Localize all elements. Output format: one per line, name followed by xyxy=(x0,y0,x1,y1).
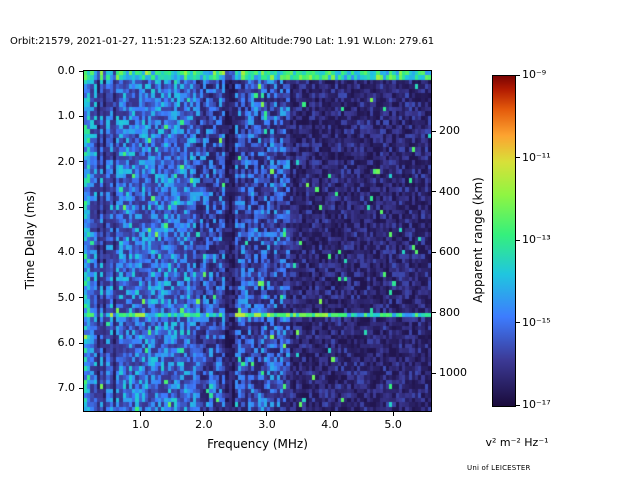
y2-tick-label: 1000 xyxy=(439,366,467,380)
y-tick-label: 5.0 xyxy=(57,290,76,304)
y-tick xyxy=(79,297,83,299)
y2-tick xyxy=(432,191,436,193)
colorbar-tick-label: 10⁻¹⁵ xyxy=(522,315,551,329)
y-tick-label: 7.0 xyxy=(57,381,76,395)
colorbar xyxy=(492,75,516,407)
y-tick xyxy=(79,161,83,163)
x-tick-label: 2.0 xyxy=(195,418,213,431)
y-tick xyxy=(79,115,83,117)
x-tick-label: 3.0 xyxy=(258,418,276,431)
x-tick xyxy=(266,412,268,416)
colorbar-tick xyxy=(516,74,520,76)
y2-tick xyxy=(432,372,436,374)
colorbar-tick-label: 10⁻¹⁷ xyxy=(522,398,551,411)
y2-tick-label: 400 xyxy=(439,184,460,198)
plot-title: Orbit:21579, 2021-01-27, 11:51:23 SZA:13… xyxy=(10,36,435,47)
plot-area xyxy=(83,70,432,412)
x-tick-label: 5.0 xyxy=(384,418,402,431)
credit-label: Uni of LEICESTER xyxy=(467,464,531,472)
y2-axis-label: Apparent range (km) xyxy=(471,177,485,303)
y2-tick-label: 200 xyxy=(439,124,460,138)
y-tick-label: 1.0 xyxy=(57,109,76,123)
colorbar-units-label: v² m⁻² Hz⁻¹ xyxy=(485,436,549,449)
y-tick-label: 4.0 xyxy=(57,245,76,259)
y-tick xyxy=(79,387,83,389)
y-tick xyxy=(79,342,83,344)
x-tick xyxy=(329,412,331,416)
x-tick xyxy=(203,412,205,416)
x-tick-label: 4.0 xyxy=(321,418,339,431)
x-tick-label: 1.0 xyxy=(132,418,150,431)
y-tick-label: 6.0 xyxy=(57,336,76,349)
y-tick-label: 2.0 xyxy=(57,154,76,168)
y2-tick xyxy=(432,251,436,253)
x-tick xyxy=(140,412,142,416)
colorbar-tick-label: 10⁻¹¹ xyxy=(522,150,551,164)
y-axis-label: Time Delay (ms) xyxy=(23,190,37,290)
y2-tick-label: 800 xyxy=(439,305,460,319)
y-tick xyxy=(79,70,83,72)
y-tick-label: 3.0 xyxy=(57,200,76,213)
y2-tick xyxy=(432,312,436,314)
y-tick xyxy=(79,206,83,208)
x-axis-label: Frequency (MHz) xyxy=(207,437,308,451)
colorbar-tick xyxy=(516,404,520,406)
colorbar-tick xyxy=(516,239,520,241)
heatmap-canvas xyxy=(84,71,431,411)
colorbar-tick xyxy=(516,322,520,323)
y-tick-label: 0.0 xyxy=(57,64,76,77)
colorbar-tick-label: 10⁻¹³ xyxy=(522,233,551,246)
y2-tick-label: 600 xyxy=(439,245,460,259)
y2-tick xyxy=(432,130,436,132)
y-tick xyxy=(79,251,83,253)
colorbar-tick xyxy=(516,157,520,158)
colorbar-tick-label: 10⁻⁹ xyxy=(522,68,547,81)
x-tick xyxy=(392,412,394,416)
